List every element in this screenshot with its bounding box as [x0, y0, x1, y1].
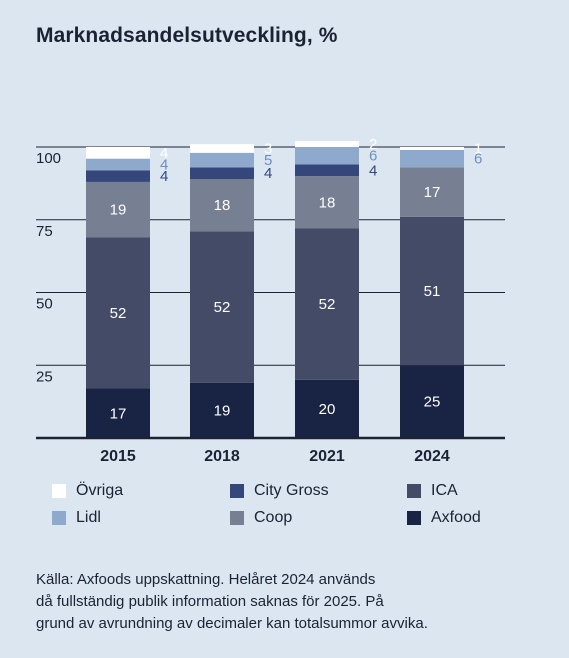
- x-tick-label-2018: 2018: [204, 448, 240, 465]
- bar-lidl-2021: [295, 147, 359, 165]
- bar-label-axfood-2024: 25: [424, 394, 441, 411]
- bar--vriga-2024: [400, 147, 464, 150]
- legend-item-ovriga: Övriga: [52, 482, 123, 500]
- bar-label-lidl-2018: 5: [264, 152, 272, 169]
- bar-label-city-gross-2018: 4: [264, 165, 272, 182]
- source-line-2: då fullständig publik information saknas…: [36, 593, 384, 610]
- bar-ica-2018: [190, 231, 254, 383]
- x-tick-label-2015: 2015: [100, 448, 136, 465]
- bar-coop-2015: [86, 181, 150, 238]
- legend-item-coop: Coop: [230, 509, 292, 527]
- bar--vriga-2015: [86, 147, 150, 159]
- bar-lidl-2015: [86, 158, 150, 171]
- legend-item-ica: ICA: [407, 482, 458, 500]
- bar-label-ica-2018: 52: [214, 299, 231, 316]
- bar-label-ica-2024: 51: [424, 283, 441, 300]
- bar-lidl-2024: [400, 149, 464, 168]
- bar-label-axfood-2015: 17: [110, 405, 127, 422]
- y-tick-label-75: 75: [36, 223, 53, 240]
- legend-label-ovriga: Övriga: [76, 482, 124, 499]
- bar-label-city-gross-2021: 4: [369, 162, 377, 179]
- bar-axfood-2024: [400, 365, 464, 438]
- bar-label-lidl-2015: 4: [160, 156, 168, 173]
- bar-label--vriga-2021: 2: [369, 136, 377, 153]
- bar-label-axfood-2018: 19: [214, 402, 231, 419]
- bar-label-lidl-2024: 6: [474, 151, 482, 168]
- bar-label-coop-2024: 17: [424, 184, 441, 201]
- legend-swatch-coop: [230, 511, 244, 525]
- bar--vriga-2018: [190, 144, 254, 153]
- bar-city-gross-2015: [86, 170, 150, 182]
- legend-label-axfood: Axfood: [431, 509, 481, 526]
- bar-label-coop-2018: 18: [214, 197, 231, 214]
- chart-title: Marknadsandelsutveckling, %: [36, 24, 338, 47]
- legend-label-coop: Coop: [254, 509, 293, 526]
- bar-label--vriga-2024: 1: [474, 140, 482, 157]
- bar-label-coop-2021: 18: [319, 194, 336, 211]
- bar-label--vriga-2015: 4: [160, 145, 168, 162]
- y-tick-label-100: 100: [36, 150, 61, 167]
- source-line-1: Källa: Axfoods uppskattning. Helåret 202…: [36, 571, 376, 588]
- bar-axfood-2021: [295, 379, 359, 438]
- legend-swatch-city-gross: [230, 484, 244, 498]
- bar-ica-2015: [86, 237, 150, 389]
- bar-city-gross-2018: [190, 167, 254, 180]
- bar-lidl-2018: [190, 152, 254, 168]
- bar-city-gross-2021: [295, 164, 359, 177]
- bar-coop-2024: [400, 167, 464, 217]
- legend-swatch-ica: [407, 484, 421, 498]
- y-tick-label-25: 25: [36, 368, 53, 385]
- bar-label-lidl-2021: 6: [369, 148, 377, 165]
- x-tick-label-2024: 2024: [414, 448, 450, 465]
- x-tick-label-2021: 2021: [309, 448, 345, 465]
- legend-item-lidl: Lidl: [52, 509, 101, 527]
- legend-label-ica: ICA: [431, 482, 458, 499]
- bar-label-ica-2015: 52: [110, 305, 127, 322]
- source-note: Källa: Axfoods uppskattning. Helåret 202…: [36, 569, 536, 635]
- legend-swatch-lidl: [52, 511, 66, 525]
- legend-label-lidl: Lidl: [76, 509, 101, 526]
- bar-label-axfood-2021: 20: [319, 401, 336, 418]
- stacked-bar-chart: 2550751001752194442015195218453201820521…: [36, 136, 505, 465]
- legend-item-axfood: Axfood: [407, 509, 481, 527]
- y-tick-label-50: 50: [36, 296, 53, 313]
- bar--vriga-2021: [295, 141, 359, 147]
- bar-label-coop-2015: 19: [110, 202, 127, 219]
- bar-label-city-gross-2015: 4: [160, 168, 168, 185]
- legend-item-city-gross: City Gross: [230, 482, 329, 500]
- bar-coop-2018: [190, 179, 254, 232]
- source-line-3: grund av avrundning av decimaler kan tot…: [36, 615, 428, 632]
- bar-ica-2024: [400, 216, 464, 366]
- bar-label-ica-2021: 52: [319, 296, 336, 313]
- bar-coop-2021: [295, 176, 359, 229]
- legend-swatch-ovriga: [52, 484, 66, 498]
- legend-label-city-gross: City Gross: [254, 482, 329, 499]
- bar-label--vriga-2018: 3: [264, 140, 272, 157]
- legend-swatch-axfood: [407, 511, 421, 525]
- bar-axfood-2018: [190, 382, 254, 438]
- bar-axfood-2015: [86, 388, 150, 438]
- bar-ica-2021: [295, 228, 359, 380]
